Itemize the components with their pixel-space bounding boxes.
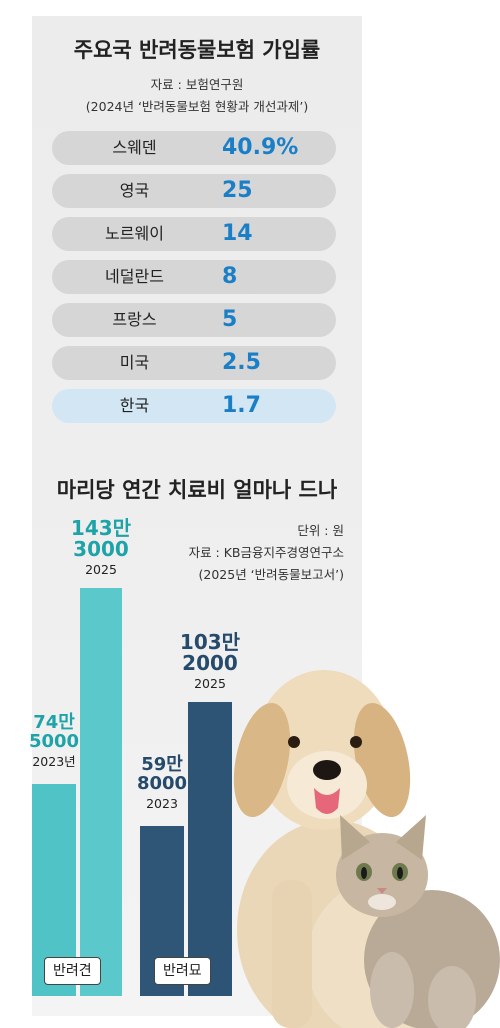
top-chart-source: 자료 : 보험연구원: [150, 77, 244, 92]
insurance-rate-value: 8: [222, 264, 238, 289]
label-cat-2025-line2: 2000: [182, 651, 238, 675]
bar-dog-2025: [80, 588, 122, 996]
bottom-chart-source-doc: (2025년 ‘반려동물보고서’): [198, 567, 345, 582]
category-label-dog: 반려견: [44, 957, 101, 985]
country-row: 영국 25: [52, 174, 336, 208]
category-label-cat: 반려묘: [154, 957, 211, 985]
top-chart-title: 주요국 반려동물보험 가입률: [73, 38, 321, 62]
label-dog-2023-year: 2023년: [32, 753, 76, 769]
insurance-rate-value: 25: [222, 178, 253, 203]
country-row: 미국 2.5: [52, 346, 336, 380]
country-name: 프랑스: [112, 310, 157, 329]
puppy-kitten-illustration: [233, 670, 500, 1028]
label-cat-2023: 59만 8000 2023: [134, 754, 190, 811]
insurance-rate-value: 1.7: [222, 393, 261, 418]
top-chart-source-doc: (2024년 ‘반려동물보험 현황과 개선과제’): [85, 99, 309, 114]
label-cat-2025-line1: 103만: [179, 630, 241, 654]
country-row: 스웨덴 40.9%: [52, 131, 336, 165]
bottom-chart-unit: 단위 : 원: [297, 523, 344, 538]
country-name: 노르웨이: [105, 224, 164, 243]
label-dog-2025: 143만 3000 2025: [70, 516, 132, 577]
country-name: 스웨덴: [112, 138, 157, 157]
insurance-rate-value: 5: [222, 307, 238, 332]
insurance-rate-value: 14: [222, 221, 253, 246]
label-dog-2023-line2: 5000: [28, 730, 80, 752]
insurance-rate-value: 2.5: [222, 350, 261, 375]
country-name: 한국: [119, 396, 150, 415]
country-name: 네덜란드: [105, 267, 164, 286]
country-row: 노르웨이 14: [52, 217, 336, 251]
label-cat-2025-year: 2025: [194, 676, 226, 691]
bottom-chart-title: 마리당 연간 치료비 얼마나 드나: [56, 478, 338, 502]
label-dog-2023: 74만 5000 2023년: [26, 712, 82, 769]
label-dog-2025-year: 2025: [85, 562, 117, 577]
country-row: 한국 1.7: [52, 389, 336, 423]
country-row: 프랑스 5: [52, 303, 336, 337]
label-dog-2023-line1: 74만: [33, 712, 75, 733]
country-row: 네덜란드 8: [52, 260, 336, 294]
label-dog-2025-line1: 143만: [70, 516, 132, 540]
label-cat-2023-year: 2023: [146, 795, 178, 811]
kitten-icon: [336, 815, 500, 1028]
country-name: 영국: [119, 181, 150, 200]
label-dog-2025-line2: 3000: [73, 537, 129, 561]
bottom-chart-source: 자료 : KB금융지주경영연구소: [188, 545, 344, 560]
label-cat-2023-line2: 8000: [136, 772, 188, 794]
label-cat-2025: 103만 2000 2025: [178, 630, 242, 691]
bar-cat-2025: [188, 702, 232, 996]
insurance-rate-value: 40.9%: [222, 135, 299, 160]
country-name: 미국: [119, 353, 150, 372]
label-cat-2023-line1: 59만: [141, 754, 183, 775]
